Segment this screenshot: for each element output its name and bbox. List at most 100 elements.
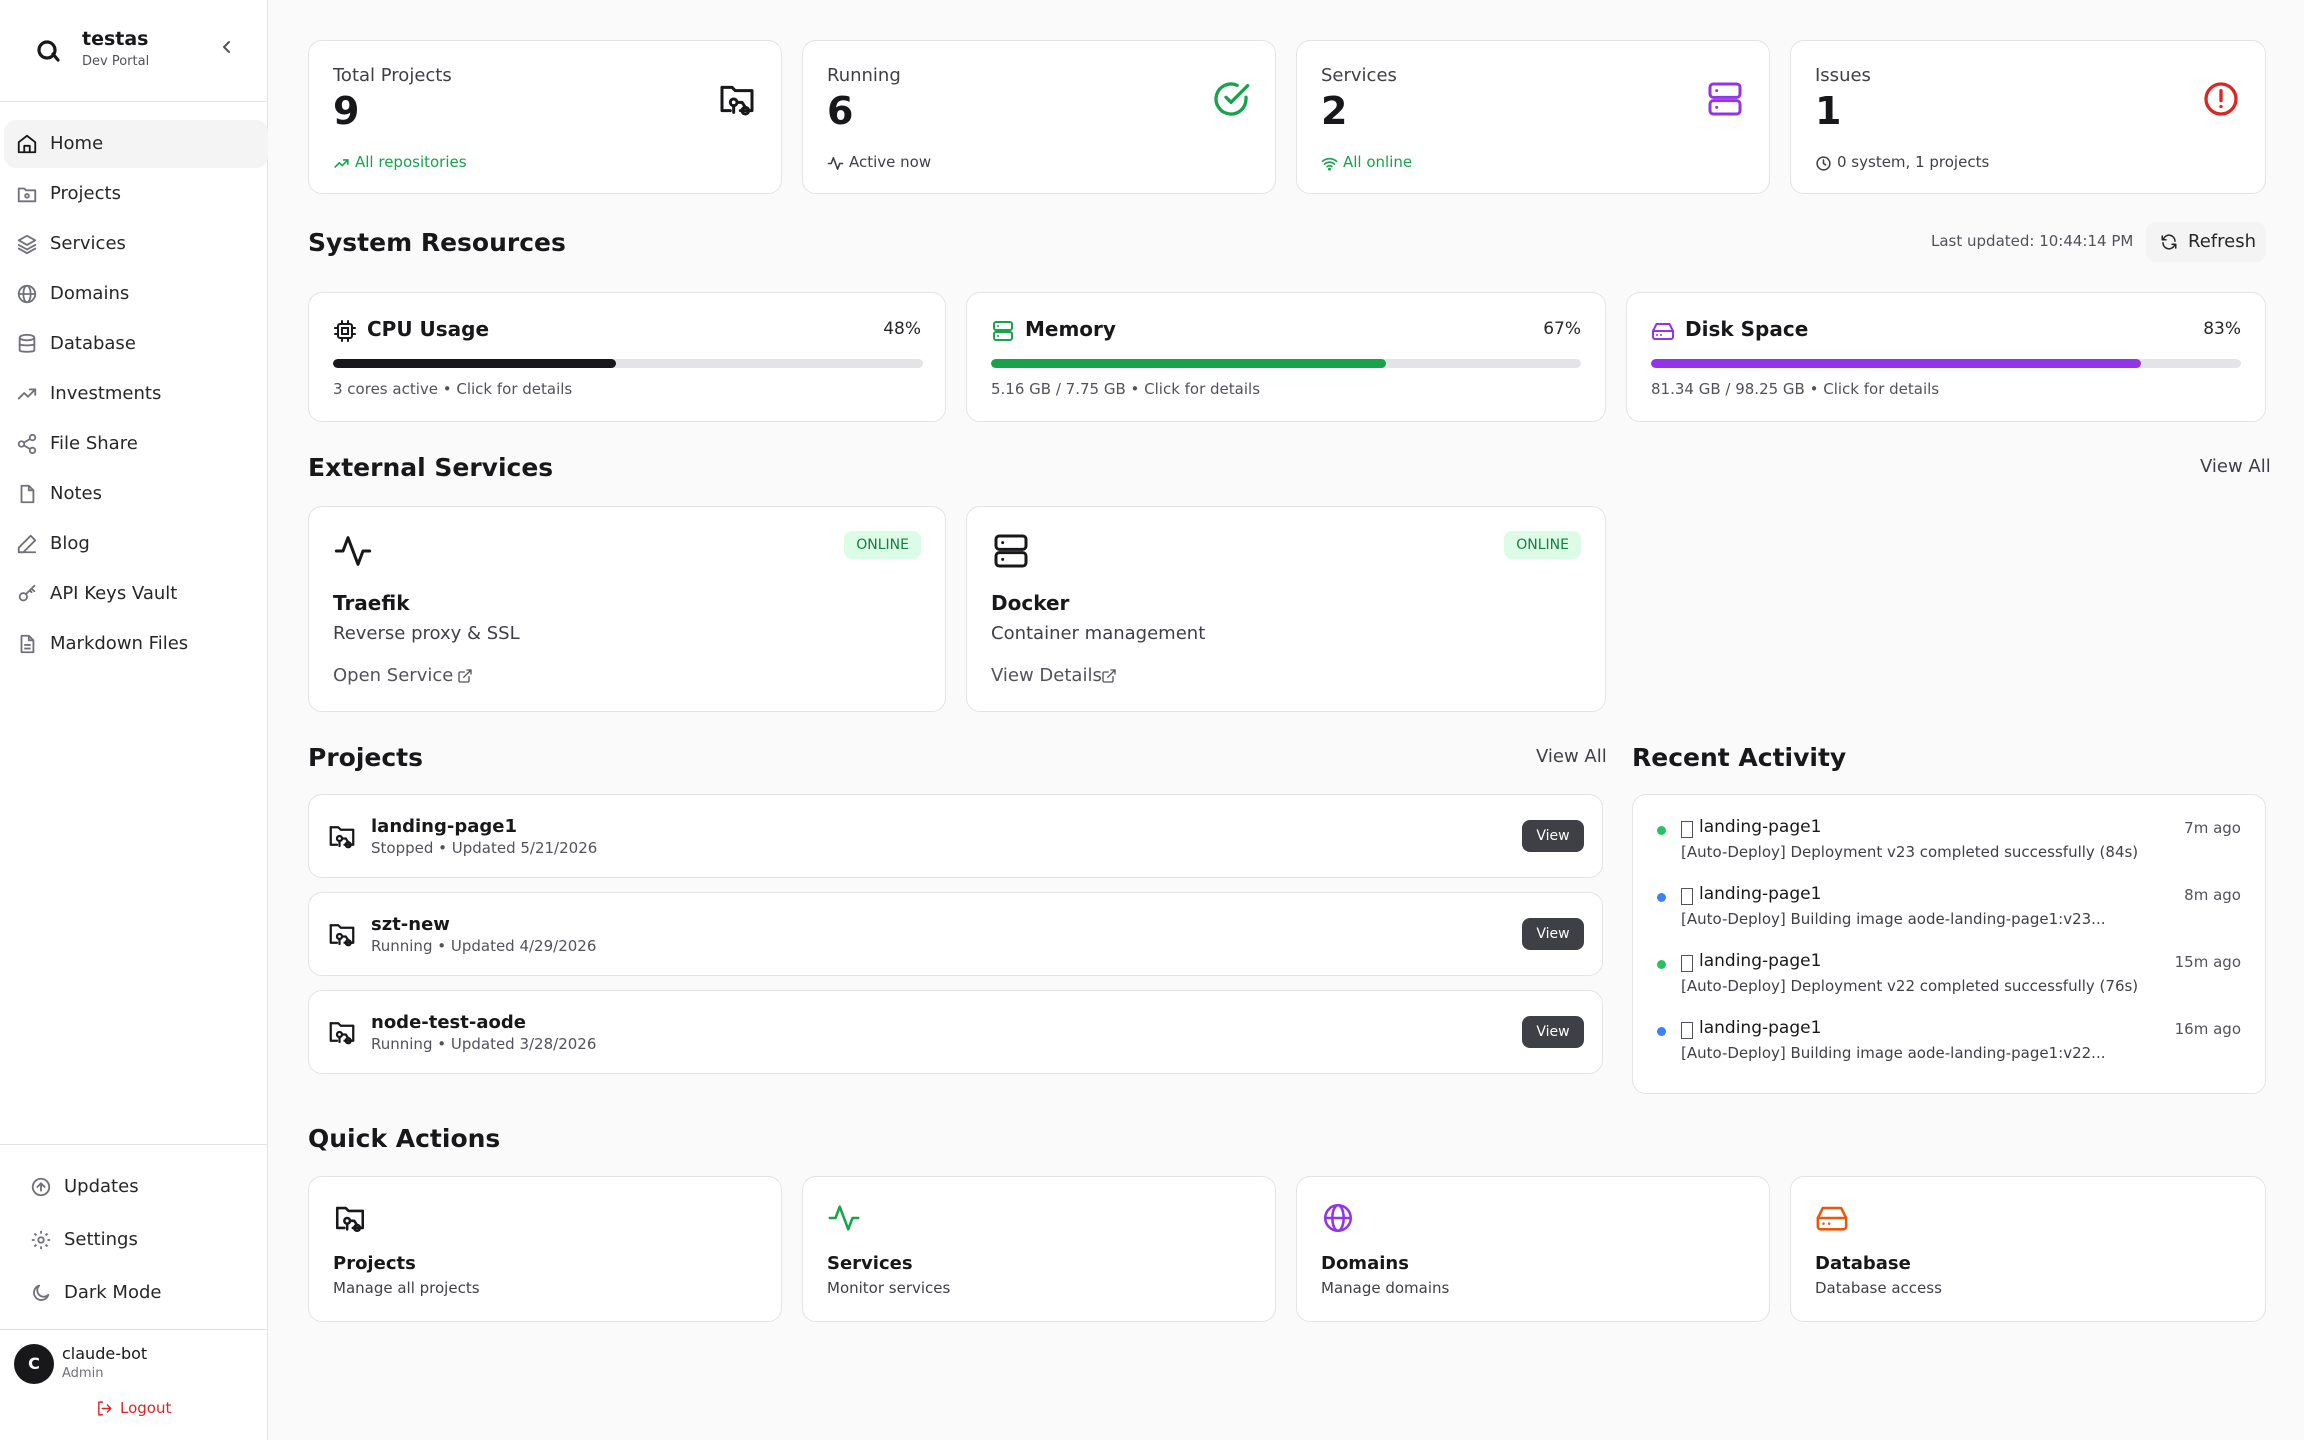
activity-icon xyxy=(827,157,844,170)
project-view-button[interactable]: View xyxy=(1522,918,1584,950)
stat-subtext-label: All repositories xyxy=(355,153,467,171)
folder-git-icon xyxy=(329,1022,355,1045)
logout-icon xyxy=(98,1401,112,1416)
quick-action-services[interactable]: Services Monitor services xyxy=(802,1176,1276,1322)
sidebar-item-label: Updates xyxy=(64,1176,139,1197)
project-view-button[interactable]: View xyxy=(1522,1016,1584,1048)
sidebar-item-file-share[interactable]: File Share xyxy=(4,420,268,468)
sidebar-item-api-keys[interactable]: API Keys Vault xyxy=(4,570,268,618)
activity-time: 8m ago xyxy=(2184,886,2241,904)
alert-circle-icon xyxy=(2204,82,2238,116)
file-text-icon xyxy=(20,634,35,654)
memory-progress-fill xyxy=(991,359,1387,368)
projects-view-all[interactable]: View All xyxy=(1536,746,1607,767)
project-view-button[interactable]: View xyxy=(1522,820,1584,852)
activity-item[interactable]: landing-page1 [Auto-Deploy] Deployment v… xyxy=(1657,949,2241,1009)
quick-action-projects[interactable]: Projects Manage all projects xyxy=(308,1176,782,1322)
project-row[interactable]: landing-page1 Stopped • Updated 5/21/202… xyxy=(308,794,1603,878)
file-icon xyxy=(20,484,35,504)
resource-card-memory[interactable]: Memory 67% 5.16 GB / 7.75 GB • Click for… xyxy=(966,292,1606,422)
service-card-docker[interactable]: ONLINE Docker Container management View … xyxy=(966,506,1606,712)
sidebar-item-services[interactable]: Services xyxy=(4,220,268,268)
activity-time: 7m ago xyxy=(2184,819,2241,837)
sidebar-item-notes[interactable]: Notes xyxy=(4,470,268,518)
folder-git-icon xyxy=(17,187,37,203)
sidebar-item-domains[interactable]: Domains xyxy=(4,270,268,318)
sidebar-item-label: Settings xyxy=(64,1229,138,1250)
sidebar-item-label: Projects xyxy=(50,183,121,204)
project-row[interactable]: szt-new Running • Updated 4/29/2026 View xyxy=(308,892,1603,976)
external-link-icon xyxy=(1102,669,1116,683)
quick-action-database[interactable]: Database Database access xyxy=(1790,1176,2266,1322)
home-icon xyxy=(17,134,37,154)
service-card-traefik[interactable]: ONLINE Traefik Reverse proxy & SSL Open … xyxy=(308,506,946,712)
activity-status-dot xyxy=(1657,1027,1666,1036)
sidebar-item-investments[interactable]: Investments xyxy=(4,370,268,418)
activity-item[interactable]: landing-page1 [Auto-Deploy] Building ima… xyxy=(1657,882,2241,942)
activity-time: 16m ago xyxy=(2174,1020,2241,1038)
stat-card-running[interactable]: Running 6 Active now xyxy=(802,40,1276,194)
refresh-button[interactable]: Refresh xyxy=(2146,222,2266,262)
sidebar-item-label: Dark Mode xyxy=(64,1282,162,1303)
activity-icon xyxy=(828,1205,860,1231)
sidebar-item-home[interactable]: Home xyxy=(4,120,268,168)
sidebar-item-database[interactable]: Database xyxy=(4,320,268,368)
resource-detail: 81.34 GB / 98.25 GB • Click for details xyxy=(1651,380,1940,398)
activity-title: landing-page1 xyxy=(1699,884,1822,904)
activity-status-dot xyxy=(1657,960,1666,969)
stat-label: Total Projects xyxy=(333,65,452,86)
folder-git-icon xyxy=(329,826,355,849)
resource-detail: 5.16 GB / 7.75 GB • Click for details xyxy=(991,380,1261,398)
quick-action-title: Domains xyxy=(1321,1253,1409,1274)
folder-git-icon xyxy=(720,85,754,116)
layers-icon xyxy=(17,234,37,255)
quick-actions-title: Quick Actions xyxy=(308,1124,501,1153)
project-meta: Stopped • Updated 5/21/2026 xyxy=(371,839,598,857)
service-description: Container management xyxy=(991,623,1206,644)
activity-time: 15m ago xyxy=(2174,953,2241,971)
service-description: Reverse proxy & SSL xyxy=(333,623,520,644)
stat-card-issues[interactable]: Issues 1 0 system, 1 projects xyxy=(1790,40,2266,194)
resource-detail: 3 cores active • Click for details xyxy=(333,380,573,398)
activity-item[interactable]: landing-page1 [Auto-Deploy] Deployment v… xyxy=(1657,815,2241,875)
avatar[interactable]: C xyxy=(14,1344,54,1384)
user-role: Admin xyxy=(62,1366,104,1381)
sidebar-item-label: Home xyxy=(50,133,104,154)
sidebar-item-settings[interactable]: Settings xyxy=(14,1216,254,1264)
arrow-up-circle-icon xyxy=(31,1177,51,1197)
recent-activity-panel: landing-page1 [Auto-Deploy] Deployment v… xyxy=(1632,794,2266,1094)
project-name: node-test-aode xyxy=(371,1012,526,1033)
cpu-progress-bar xyxy=(333,359,923,368)
gear-icon xyxy=(31,1230,51,1250)
resource-title: Memory xyxy=(1025,317,1116,341)
sidebar-item-updates[interactable]: Updates xyxy=(14,1163,254,1211)
stat-card-total-projects[interactable]: Total Projects 9 All repositories xyxy=(308,40,782,194)
memory-progress-bar xyxy=(991,359,1581,368)
sidebar-item-label: File Share xyxy=(50,433,138,454)
sidebar-item-label: Blog xyxy=(50,533,90,554)
wifi-icon xyxy=(1321,157,1338,171)
resource-card-cpu[interactable]: CPU Usage 48% 3 cores active • Click for… xyxy=(308,292,946,422)
sidebar-item-markdown-files[interactable]: Markdown Files xyxy=(4,620,268,668)
sidebar-item-projects[interactable]: Projects xyxy=(4,170,268,218)
collapse-sidebar-icon[interactable] xyxy=(216,36,238,58)
stat-card-services[interactable]: Services 2 All online xyxy=(1296,40,1770,194)
sidebar-item-label: Markdown Files xyxy=(50,633,189,654)
resource-card-disk[interactable]: Disk Space 83% 81.34 GB / 98.25 GB • Cli… xyxy=(1626,292,2266,422)
activity-item[interactable]: landing-page1 [Auto-Deploy] Building ima… xyxy=(1657,1016,2241,1076)
sidebar-item-blog[interactable]: Blog xyxy=(4,520,268,568)
quick-action-domains[interactable]: Domains Manage domains xyxy=(1296,1176,1770,1322)
stat-value: 9 xyxy=(333,89,360,133)
dark-mode-toggle[interactable]: Dark Mode xyxy=(14,1269,254,1317)
missing-glyph-icon xyxy=(1681,955,1693,972)
service-name: Docker xyxy=(991,591,1070,615)
brand-name: testas xyxy=(82,28,149,50)
external-services-view-all[interactable]: View All xyxy=(2200,456,2271,477)
project-row[interactable]: node-test-aode Running • Updated 3/28/20… xyxy=(308,990,1603,1074)
sidebar-item-label: Notes xyxy=(50,483,102,504)
quick-action-title: Services xyxy=(827,1253,913,1274)
stat-value: 1 xyxy=(1815,89,1842,133)
activity-status-dot xyxy=(1657,826,1666,835)
database-icon xyxy=(18,333,36,353)
activity-title: landing-page1 xyxy=(1699,817,1822,837)
